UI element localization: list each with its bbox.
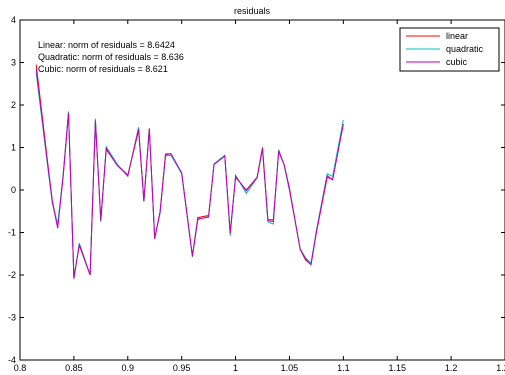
legend: linear quadratic cubic	[399, 27, 500, 72]
y-tick-label: -3	[8, 313, 16, 323]
x-tick-label: 1.1	[337, 363, 350, 373]
x-tick-label: 1.2	[445, 363, 458, 373]
legend-label-linear: linear	[446, 31, 468, 41]
series-lines	[35, 64, 344, 280]
y-tick-label: -4	[8, 355, 16, 365]
y-tick-label: 0	[11, 185, 16, 195]
x-tick-label: 0.85	[65, 363, 83, 373]
x-tick-label: 0.9	[122, 363, 135, 373]
y-tick-label: -1	[8, 228, 16, 238]
x-tick-label: 1.05	[281, 363, 299, 373]
annotation-linear: Linear: norm of residuals = 8.6424	[38, 40, 175, 50]
chart-title: residuals	[234, 6, 271, 16]
x-tick-label: 0.8	[14, 363, 27, 373]
y-tick-label: 1	[11, 143, 16, 153]
y-tick-label: -2	[8, 270, 16, 280]
legend-label-cubic: cubic	[446, 57, 468, 67]
y-tick-label: 3	[11, 58, 16, 68]
annotation-quadratic: Quadratic: norm of residuals = 8.636	[38, 52, 184, 62]
series-line-cubic	[35, 68, 344, 279]
plot-area	[19, 19, 505, 361]
y-tick-label: 2	[11, 100, 16, 110]
axis-ticks: 0.8 0.85 0.9 0.95 1 1.05 1.1 1.15 1.2 1.25 -4 -3 -2 -…	[8, 15, 505, 373]
legend-label-quadratic: quadratic	[446, 44, 484, 54]
x-tick-label: 0.95	[173, 363, 191, 373]
y-tick-label: 4	[11, 15, 16, 25]
annotation-cubic: Cubic: norm of residuals = 8.621	[38, 64, 168, 74]
x-tick-label: 1	[233, 363, 238, 373]
x-tick-label: 1.15	[388, 363, 406, 373]
annotation-block: Linear: norm of residuals = 8.6424 Quadr…	[38, 40, 184, 74]
x-tick-label: 1.25	[496, 363, 505, 373]
